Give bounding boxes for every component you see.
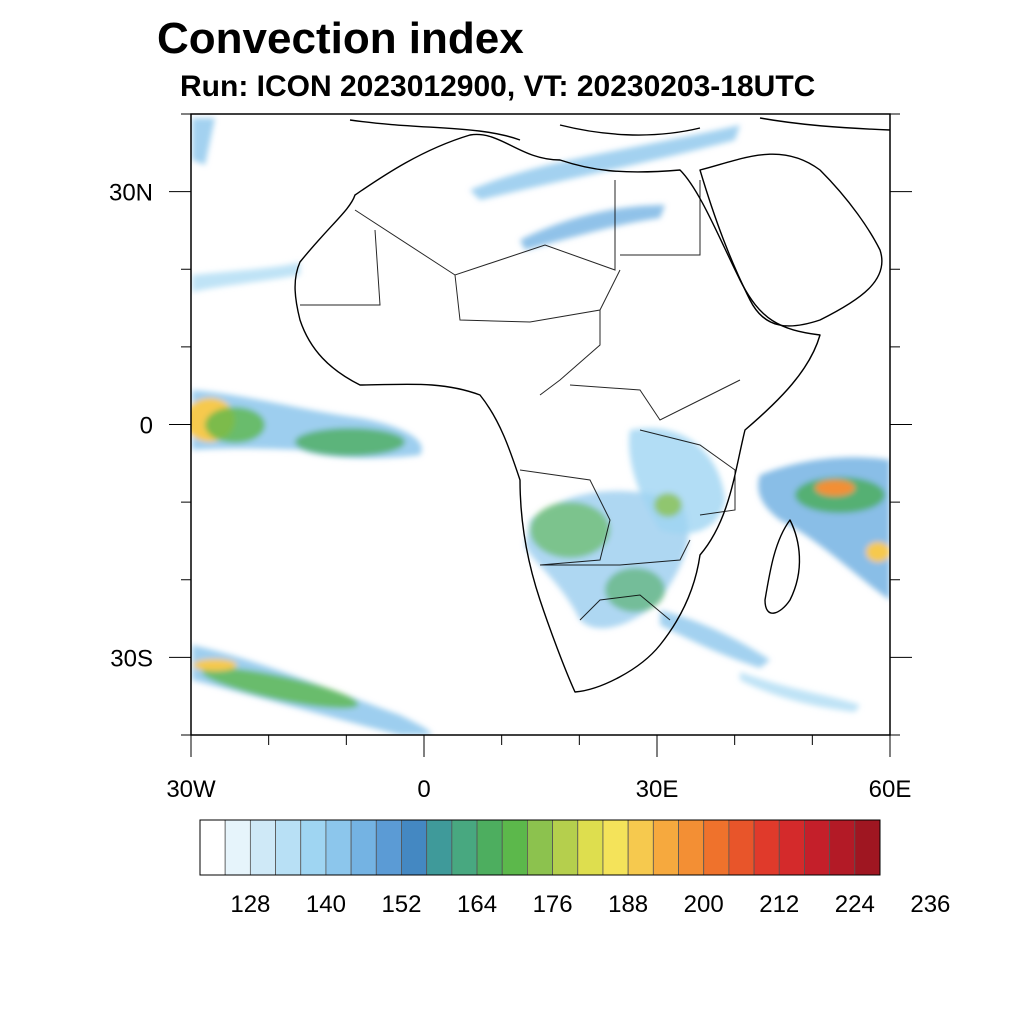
colorbar-swatch <box>300 819 327 876</box>
colorbar-tick-label: 152 <box>381 891 421 918</box>
arabia-outline <box>699 153 883 327</box>
chart-subtitle: Run: ICON 2023012900, VT: 20230203-18UTC <box>180 70 816 103</box>
axis-tick-labels: 30W 0 30E 60E 30N 0 30S <box>109 180 911 803</box>
coastlines <box>294 117 890 693</box>
colorbar-tick-label: 128 <box>230 891 270 918</box>
colorbar-swatch <box>375 819 402 876</box>
axis-ticks <box>169 113 912 757</box>
madagascar-outline <box>764 519 801 614</box>
x-tick-label: 60E <box>869 776 912 803</box>
field-north-edge <box>192 118 215 165</box>
africa-outline <box>294 133 821 693</box>
colorbar-swatch <box>501 819 528 876</box>
colorbar-swatch <box>224 819 251 876</box>
colorbar-tick-label: 188 <box>608 891 648 918</box>
x-tick-label: 30W <box>166 776 216 803</box>
y-tick-label: 30S <box>110 645 153 672</box>
field-eq-green <box>295 428 405 456</box>
field-sa-green-2 <box>605 568 665 612</box>
colorbar-swatch <box>426 819 453 876</box>
colorbar-swatch <box>249 819 276 876</box>
field-east-africa <box>629 428 725 534</box>
colorbar-tick-label: 176 <box>533 891 573 918</box>
field-satl-green <box>201 667 359 709</box>
colorbar-swatch <box>778 819 805 876</box>
field-south-indian <box>660 610 770 668</box>
field-eq-core-green <box>205 407 265 443</box>
colorbar-swatch <box>527 819 553 876</box>
colorbar-labels: 128 140 152 164 176 188 200 212 224 236 <box>230 891 950 918</box>
colorbar-tick-label: 164 <box>457 891 497 918</box>
colorbar-swatch <box>552 819 579 876</box>
chart-title: Convection index <box>157 14 524 63</box>
colorbar-swatch <box>627 819 654 876</box>
colorbar-swatch <box>728 819 755 876</box>
colorbar-swatch <box>199 819 226 876</box>
field-ea-green <box>654 493 682 517</box>
field-south-indian-2 <box>740 672 860 712</box>
colorbar-swatch <box>325 819 352 876</box>
x-tick-label: 0 <box>417 776 430 803</box>
colorbar-tick-label: 200 <box>684 891 724 918</box>
field-io-core-2 <box>866 542 890 562</box>
colorbar-tick-label: 212 <box>759 891 799 918</box>
field-mid-atlantic <box>192 262 300 292</box>
mediterranean-coast <box>349 117 890 141</box>
country-borders <box>300 180 741 621</box>
field-north-band-2 <box>520 205 665 250</box>
field-io-core <box>815 480 855 496</box>
colorbar-swatch <box>829 819 856 876</box>
field-north-band <box>470 125 740 200</box>
colorbar-swatch <box>602 819 629 876</box>
colorbar-tick-label: 236 <box>910 891 950 918</box>
colorbar-swatch <box>350 819 377 876</box>
colorbar-swatch <box>854 819 881 876</box>
colorbar-swatch <box>577 819 604 876</box>
colorbar-swatch <box>275 819 302 876</box>
colorbar-swatch <box>451 819 478 876</box>
y-tick-label: 0 <box>140 413 153 440</box>
colorbar-swatch <box>804 819 831 876</box>
field-sa-green <box>530 502 610 558</box>
colorbar-swatch <box>678 819 705 876</box>
colorbar <box>199 819 881 876</box>
x-tick-label: 30E <box>636 776 679 803</box>
y-tick-label: 30N <box>109 180 153 207</box>
convection-field <box>191 118 890 735</box>
colorbar-swatch <box>753 819 780 876</box>
colorbar-tick-label: 140 <box>306 891 346 918</box>
colorbar-swatch <box>703 819 730 876</box>
colorbar-swatch <box>401 819 428 876</box>
colorbar-frame <box>199 819 881 876</box>
colorbar-swatch <box>652 819 679 876</box>
colorbar-swatch <box>476 819 503 876</box>
colorbar-tick-label: 224 <box>835 891 875 918</box>
field-satl-core <box>193 659 237 671</box>
